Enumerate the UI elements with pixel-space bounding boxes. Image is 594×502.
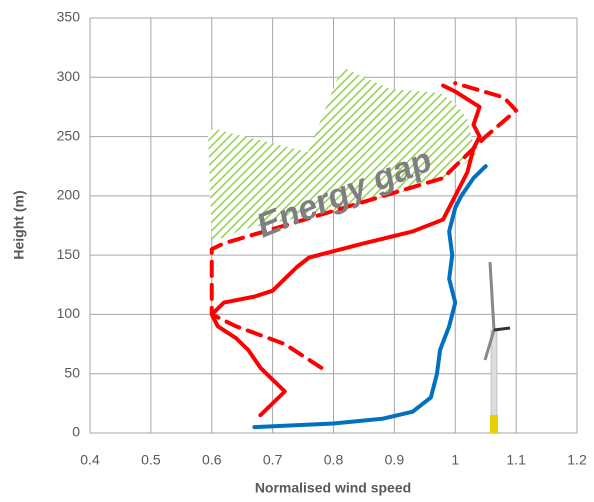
x-tick-label: 0.4 bbox=[80, 452, 100, 468]
y-tick-label: 0 bbox=[72, 424, 80, 440]
x-tick-label: 0.8 bbox=[324, 452, 344, 468]
x-tick-label: 1 bbox=[451, 452, 459, 468]
turbine bbox=[485, 262, 510, 433]
x-tick-label: 0.7 bbox=[263, 452, 283, 468]
y-axis-title: Height (m) bbox=[11, 190, 27, 259]
x-axis-title: Normalised wind speed bbox=[255, 480, 411, 496]
y-tick-label: 250 bbox=[57, 127, 81, 143]
y-tick-label: 50 bbox=[64, 364, 80, 380]
y-tick-label: 150 bbox=[57, 246, 81, 262]
y-tick-label: 100 bbox=[57, 305, 81, 321]
x-tick-label: 0.9 bbox=[385, 452, 405, 468]
y-tick-label: 350 bbox=[57, 9, 81, 25]
x-tick-label: 1.2 bbox=[567, 452, 587, 468]
x-tick-label: 1.1 bbox=[506, 452, 526, 468]
x-tick-label: 0.6 bbox=[202, 452, 222, 468]
chart: Energy gap Normalised wind speed Height … bbox=[0, 0, 594, 497]
y-tick-label: 300 bbox=[57, 68, 81, 84]
x-tick-label: 0.5 bbox=[141, 452, 161, 468]
y-tick-label: 200 bbox=[57, 187, 81, 203]
